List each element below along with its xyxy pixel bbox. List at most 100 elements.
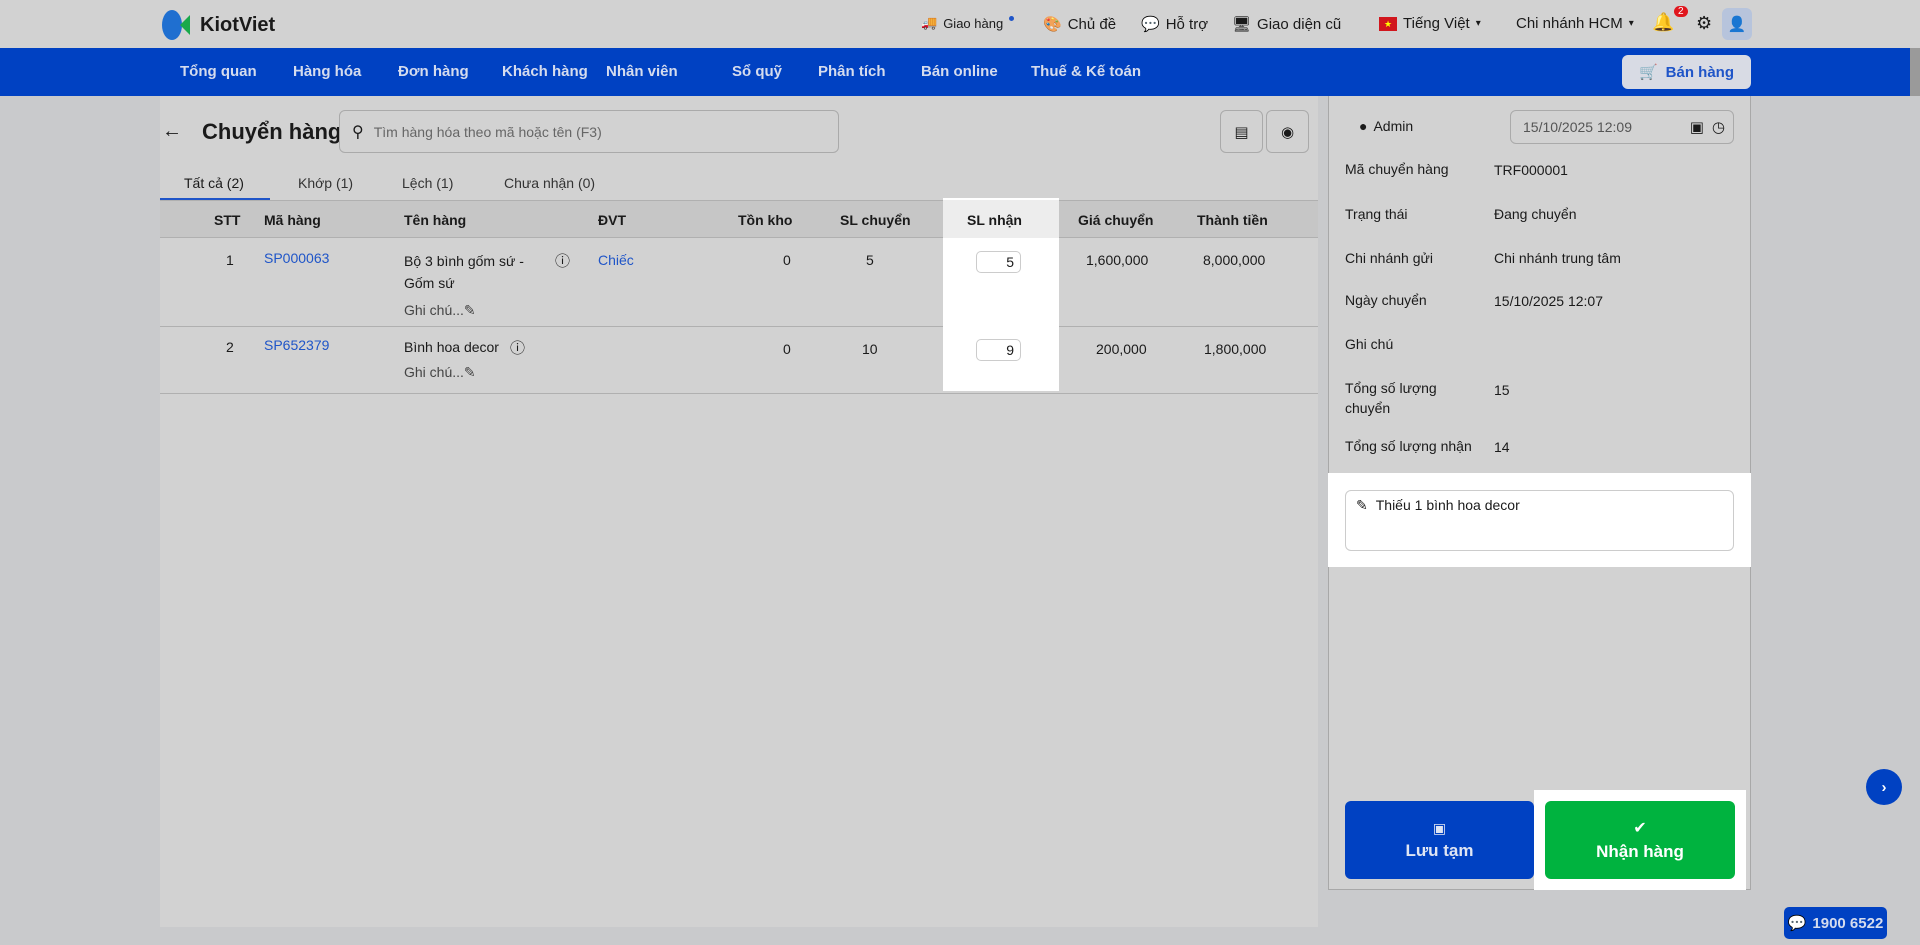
note-link[interactable]: Ghi chú...✎ (404, 302, 476, 319)
language-select[interactable]: ★ Tiếng Việt ▾ (1379, 15, 1481, 32)
cell-stt: 2 (226, 339, 234, 355)
nav-cashbook[interactable]: Sổ quỹ (732, 63, 783, 80)
received-header-cell (943, 200, 1059, 238)
field-label: Mã chuyển hàng (1345, 161, 1449, 177)
nav-tax-accounting[interactable]: Thuế & Kế toán (1031, 63, 1142, 80)
header-stt: STT (214, 212, 241, 228)
tab-all[interactable]: Tất cả (2) (184, 175, 244, 191)
total-sent: 15 (1494, 382, 1510, 398)
cell-total: 1,800,000 (1204, 341, 1267, 357)
avatar[interactable]: 👤 (1722, 8, 1752, 40)
info-icon[interactable]: ⓘ (510, 340, 526, 357)
product-code-link[interactable]: SP000063 (264, 250, 330, 266)
palette-icon: 🎨 (1043, 16, 1062, 33)
chevron-down-icon: ▾ (1475, 18, 1481, 29)
cell-price: 1,600,000 (1086, 252, 1149, 268)
field-label: Ghi chú (1345, 336, 1394, 352)
tab-not-received[interactable]: Chưa nhận (0) (504, 175, 596, 191)
chevron-down-icon: ▾ (1628, 18, 1634, 29)
nav-overview[interactable]: Tổng quan (180, 63, 257, 80)
view-toggle-button[interactable]: ◉ (1266, 110, 1309, 153)
back-arrow-icon[interactable]: ← (162, 120, 182, 142)
header-sent: SL chuyển (840, 212, 911, 228)
tabs: Tất cả (2) Khớp (1) Lệch (1) Chưa nhận (… (160, 173, 1318, 200)
monitor-icon: 🖥 (1232, 16, 1252, 33)
notification-button[interactable]: 🔔 2 (1652, 6, 1688, 33)
cell-total: 8,000,000 (1203, 252, 1266, 268)
total-received: 14 (1494, 439, 1510, 455)
received-qty-input[interactable]: 5 (976, 251, 1021, 273)
delivery-link[interactable]: 🚚 Giao hàng (921, 15, 1015, 31)
cell-price: 200,000 (1096, 341, 1147, 357)
page-title: Chuyển hàng (202, 119, 342, 144)
check-icon: ✔ (1633, 820, 1647, 837)
header-name: Tên hàng (404, 212, 467, 228)
cell-sent: 10 (862, 341, 878, 357)
cell-stock: 0 (783, 252, 791, 268)
field-label: Tổng số lượng chuyển (1345, 380, 1437, 416)
product-code-link[interactable]: SP652379 (264, 337, 330, 353)
pencil-icon: ✎ (1356, 497, 1368, 513)
top-bar: KiotViet 🚚 Giao hàng 🎨 Chủ đề 💬 Hỗ trợ 🖥 Gia… (0, 0, 1920, 48)
scrollbar[interactable] (1910, 48, 1920, 96)
cell-stt: 1 (226, 252, 234, 268)
clock-icon[interactable]: ◷ (1711, 119, 1725, 136)
old-ui-link[interactable]: 🖥 Giao diện cũ (1232, 15, 1342, 34)
bell-icon: 🔔 (1652, 12, 1675, 32)
unit-link[interactable]: Chiếc (598, 252, 634, 268)
received-qty-input[interactable]: 9 (976, 339, 1021, 361)
nav-online-sales[interactable]: Bán online (921, 63, 998, 80)
row-divider (1059, 326, 1318, 327)
note-text: Ghi chú... (404, 302, 464, 318)
notification-badge: 2 (1674, 6, 1688, 17)
nav-analytics[interactable]: Phân tích (818, 63, 886, 80)
note-textarea[interactable]: ✎ Thiếu 1 bình hoa decor (1345, 490, 1734, 551)
datetime-input[interactable]: 15/10/2025 12:09 ▣ ◷ (1510, 110, 1734, 144)
sell-button[interactable]: 🛒 Bán hàng (1622, 55, 1751, 89)
user-icon: 👤 (1727, 16, 1747, 33)
transfer-code: TRF000001 (1494, 162, 1568, 178)
info-icon[interactable]: ⓘ (555, 253, 571, 270)
field-label: Ngày chuyển (1345, 292, 1427, 308)
note-link[interactable]: Ghi chú...✎ (404, 364, 476, 381)
logo[interactable]: KiotViet (160, 9, 275, 41)
transfer-date: 15/10/2025 12:07 (1494, 293, 1603, 309)
chevron-right-icon[interactable]: › (1866, 769, 1902, 805)
receive-button[interactable]: ✔ Nhận hàng (1545, 801, 1735, 879)
truck-icon: 🚚 (921, 15, 938, 30)
status-value: Đang chuyển (1494, 206, 1577, 222)
header-received: SL nhận (967, 212, 1022, 228)
header-unit: ĐVT (598, 212, 626, 228)
nav-orders[interactable]: Đơn hàng (398, 63, 469, 80)
calendar-icon[interactable]: ▣ (1689, 119, 1704, 136)
nav-products[interactable]: Hàng hóa (293, 63, 362, 80)
theme-link[interactable]: 🎨 Chủ đề (1043, 15, 1117, 34)
field-label: Tổng số lượng nhận (1345, 438, 1472, 454)
hotline-button[interactable]: 💬 1900 6522 (1784, 907, 1887, 939)
tab-mismatched[interactable]: Lệch (1) (402, 175, 454, 191)
user-circle-icon: ● (1359, 118, 1368, 134)
field-label: Chi nhánh gửi (1345, 250, 1433, 266)
tab-matched[interactable]: Khớp (1) (298, 175, 354, 191)
note-text: Ghi chú... (404, 364, 464, 380)
header-total: Thành tiền (1197, 212, 1268, 228)
cell-sent: 5 (866, 252, 874, 268)
chat-icon: 💬 (1141, 16, 1160, 33)
gear-icon[interactable]: ⚙ (1696, 13, 1713, 33)
note-highlight (1328, 473, 1751, 567)
kiotviet-logo-icon (162, 10, 190, 40)
nav-customers[interactable]: Khách hàng (502, 63, 588, 80)
barcode-icon: ▤ (1234, 123, 1249, 141)
barcode-scanner-button[interactable]: ▤ (1220, 110, 1263, 153)
header-code: Mã hàng (264, 212, 321, 228)
save-draft-button[interactable]: ▣ Lưu tạm (1345, 801, 1534, 879)
eye-icon: ◉ (1280, 123, 1295, 141)
chat-bubble-icon: 💬 (1787, 915, 1807, 932)
search-input[interactable]: ⚲ Tìm hàng hóa theo mã hoặc tên (F3) (339, 110, 839, 153)
dot-indicator (1009, 15, 1015, 21)
support-link[interactable]: 💬 Hỗ trợ (1141, 15, 1209, 34)
branch-select[interactable]: Chi nhánh HCM ▾ (1516, 15, 1634, 32)
nav-staff[interactable]: Nhân viên (606, 63, 678, 80)
product-name: Bình hoa decor (404, 339, 499, 355)
header-stock: Tồn kho (738, 212, 793, 228)
